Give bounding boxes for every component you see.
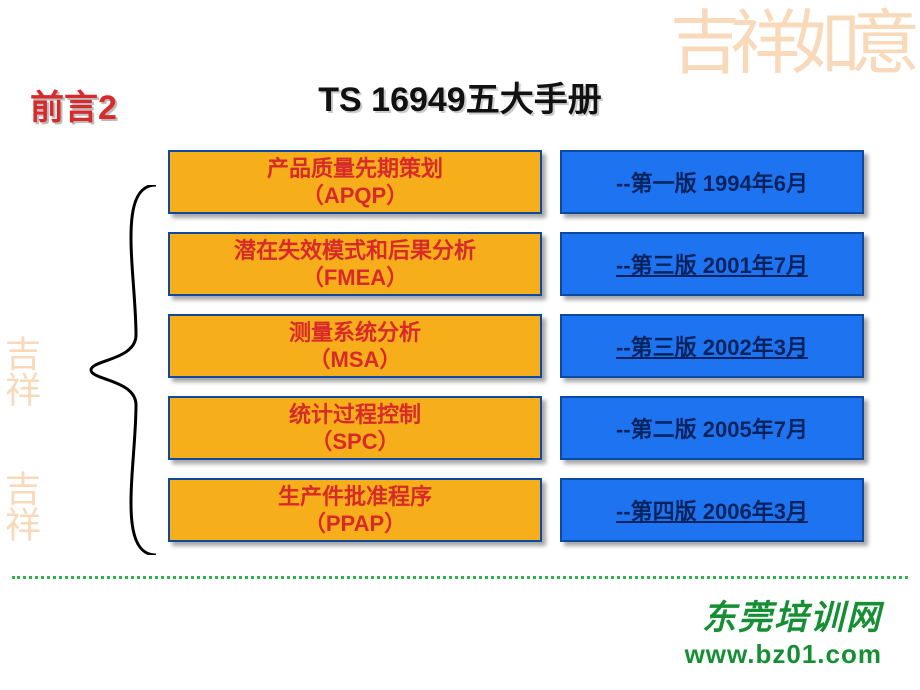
manuals-list: 产品质量先期策划 （APQP） --第一版 1994年6月 潜在失效模式和后果分… [168,150,878,560]
version-box-fmea: --第三版 2001年7月 [560,232,864,296]
brace-connector [86,185,166,555]
manual-abbr: （APQP） [302,182,408,210]
footer-url: www.bz01.com [685,639,882,670]
slide-subtitle: 前言2 [30,80,117,129]
manual-name: 生产件批准程序 [278,483,432,511]
manual-abbr: （MSA） [309,346,402,374]
version-text: --第四版 2006年3月 [616,494,808,526]
slide-title: TS 16949五大手册 [0,72,920,121]
decoration-left-seal-1: 吉祥 [2,335,38,407]
manual-abbr: （PPAP） [304,510,406,538]
manual-name: 潜在失效模式和后果分析 [234,237,476,265]
manual-abbr: （FMEA） [302,264,408,292]
manual-name: 统计过程控制 [289,401,421,429]
footer-brand: 东莞培训网 [685,590,882,639]
footer-logo: 东莞培训网 www.bz01.com [685,590,882,670]
version-box-msa: --第三版 2002年3月 [560,314,864,378]
manual-box-apqp: 产品质量先期策划 （APQP） [168,150,542,214]
manual-row: 测量系统分析 （MSA） --第三版 2002年3月 [168,314,878,378]
manual-box-fmea: 潜在失效模式和后果分析 （FMEA） [168,232,542,296]
manual-row: 潜在失效模式和后果分析 （FMEA） --第三版 2001年7月 [168,232,878,296]
decoration-top-right: 吉祥如意 [670,10,910,80]
manual-name: 测量系统分析 [289,319,421,347]
divider-dotted [12,576,908,579]
version-text: --第二版 2005年7月 [616,412,808,444]
version-box-spc: --第二版 2005年7月 [560,396,864,460]
manual-row: 产品质量先期策划 （APQP） --第一版 1994年6月 [168,150,878,214]
decoration-left-seal-2: 吉祥 [2,470,38,542]
manual-box-msa: 测量系统分析 （MSA） [168,314,542,378]
version-text: --第三版 2001年7月 [616,248,808,280]
manual-name: 产品质量先期策划 [267,155,443,183]
manual-box-ppap: 生产件批准程序 （PPAP） [168,478,542,542]
manual-row: 生产件批准程序 （PPAP） --第四版 2006年3月 [168,478,878,542]
version-box-apqp: --第一版 1994年6月 [560,150,864,214]
version-text: --第三版 2002年3月 [616,330,808,362]
version-text: --第一版 1994年6月 [616,166,808,198]
manual-box-spc: 统计过程控制 （SPC） [168,396,542,460]
manual-row: 统计过程控制 （SPC） --第二版 2005年7月 [168,396,878,460]
manual-abbr: （SPC） [310,428,399,456]
version-box-ppap: --第四版 2006年3月 [560,478,864,542]
